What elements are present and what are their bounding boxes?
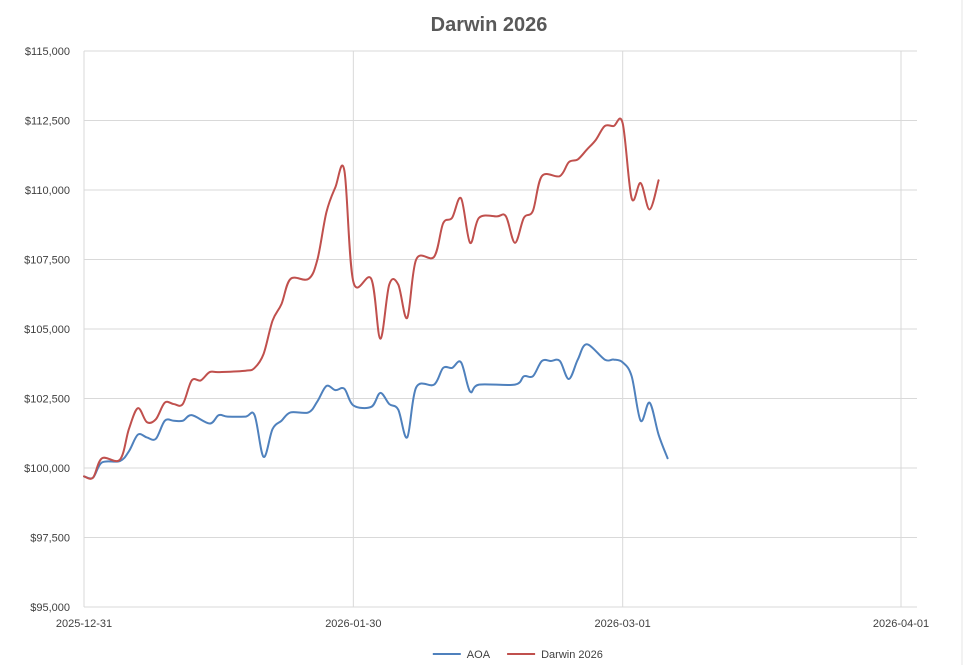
y-tick-label: $115,000 xyxy=(25,46,70,58)
y-tick-label: $105,000 xyxy=(24,324,70,336)
legend-label-aoa: AOA xyxy=(467,649,491,661)
gridlines xyxy=(83,0,963,665)
series-lines xyxy=(83,117,669,480)
series-line-darwin-2026 xyxy=(83,117,660,480)
legend: AOA Darwin 2026 xyxy=(432,649,603,661)
series-line-aoa xyxy=(83,343,669,480)
y-tick-label: $107,500 xyxy=(24,255,70,267)
y-tick-label: $100,000 xyxy=(24,463,70,475)
x-tick-label: 2026-04-01 xyxy=(873,618,929,630)
x-tick-label: 2026-03-01 xyxy=(595,618,651,630)
y-tick-label: $112,500 xyxy=(25,116,70,128)
y-tick-label: $102,500 xyxy=(24,394,70,406)
legend-label-darwin-2026: Darwin 2026 xyxy=(541,649,603,661)
y-tick-label: $110,000 xyxy=(25,185,70,197)
y-tick-label: $97,500 xyxy=(30,533,70,545)
x-tick-label: 2026-01-30 xyxy=(325,618,381,630)
x-tick-label: 2025-12-31 xyxy=(56,618,112,630)
axis-labels: $95,000 $97,500 $100,000 $102,500 $105,000 $1… xyxy=(24,46,929,630)
chart-title: Darwin 2026 xyxy=(431,14,548,36)
y-tick-label: $95,000 xyxy=(30,602,70,614)
